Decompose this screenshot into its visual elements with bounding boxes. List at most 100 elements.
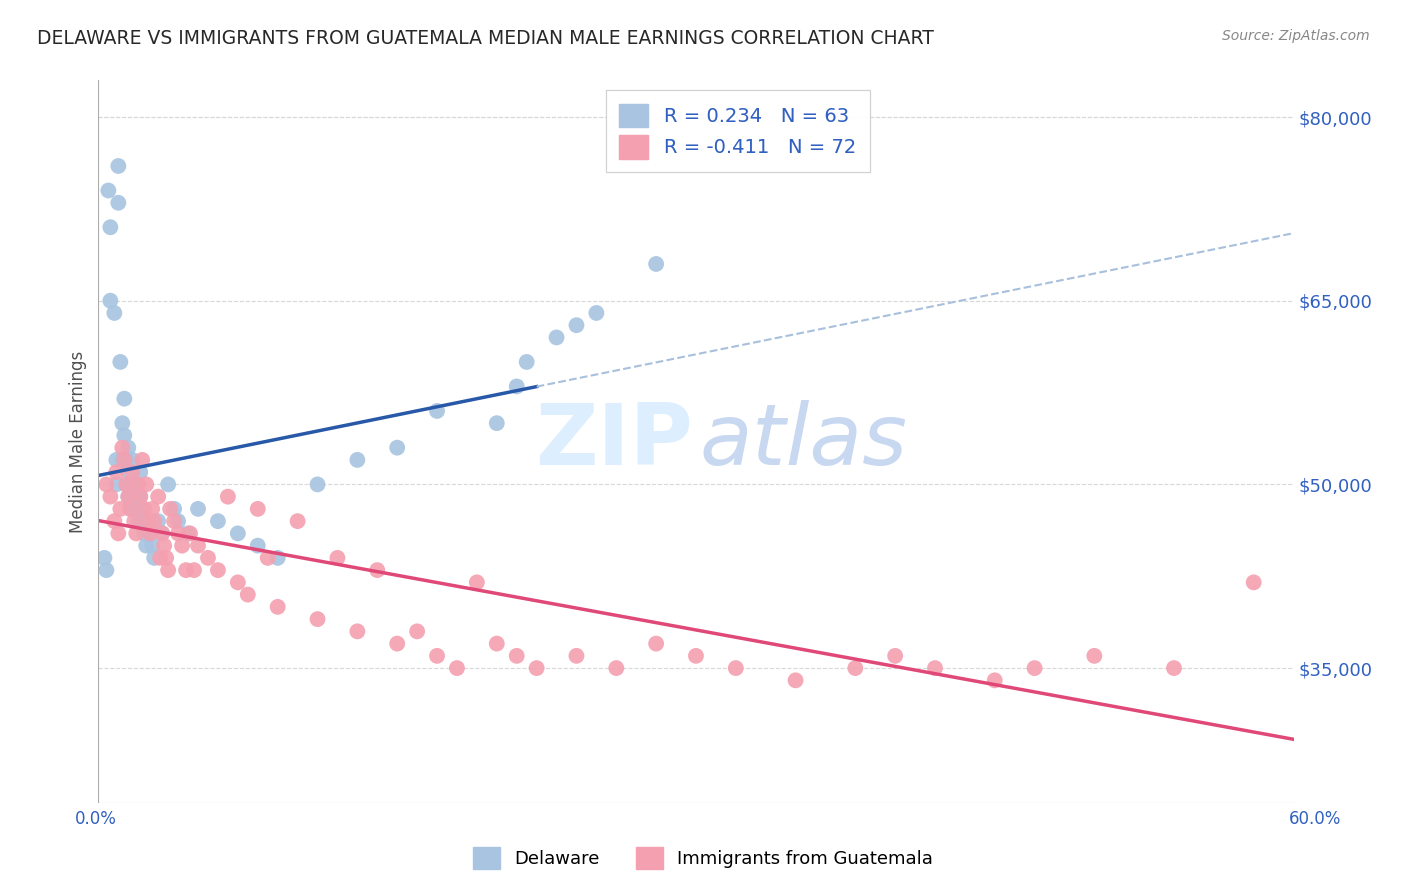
Point: [131, 502, 153, 516]
Point: [406, 624, 429, 639]
Point: [127, 477, 149, 491]
Point: [120, 490, 142, 504]
Point: [107, 159, 129, 173]
Point: [385, 441, 409, 455]
Point: [446, 661, 468, 675]
Point: [485, 416, 508, 430]
Point: [1243, 575, 1265, 590]
Point: [98, 293, 122, 308]
Point: [136, 514, 159, 528]
Point: [127, 514, 149, 528]
Point: [98, 490, 122, 504]
Point: [139, 526, 162, 541]
Point: [143, 514, 166, 528]
Point: [105, 453, 128, 467]
Point: [177, 526, 200, 541]
Point: [107, 195, 129, 210]
Point: [103, 306, 125, 320]
Text: atlas: atlas: [700, 400, 907, 483]
Point: [236, 588, 259, 602]
Point: [120, 477, 142, 491]
Point: [149, 550, 172, 565]
Point: [565, 648, 588, 663]
Point: [426, 648, 449, 663]
Point: [246, 539, 269, 553]
Point: [105, 477, 128, 491]
Point: [98, 220, 122, 235]
Point: [93, 550, 115, 565]
Point: [183, 563, 205, 577]
Point: [121, 465, 143, 479]
Point: [117, 490, 139, 504]
Point: [136, 514, 159, 528]
Y-axis label: Median Male Earnings: Median Male Earnings: [69, 351, 87, 533]
Point: [884, 648, 907, 663]
Point: [167, 514, 190, 528]
Point: [785, 673, 807, 688]
Point: [134, 502, 156, 516]
Point: [115, 477, 138, 491]
Point: [97, 184, 120, 198]
Point: [226, 575, 249, 590]
Point: [110, 502, 132, 516]
Point: [127, 490, 149, 504]
Point: [120, 502, 142, 516]
Point: [645, 257, 668, 271]
Point: [605, 661, 627, 675]
Text: DELAWARE VS IMMIGRANTS FROM GUATEMALA MEDIAN MALE EARNINGS CORRELATION CHART: DELAWARE VS IMMIGRANTS FROM GUATEMALA ME…: [37, 29, 934, 47]
Point: [124, 490, 146, 504]
Point: [121, 453, 143, 467]
Point: [120, 502, 142, 516]
Point: [516, 355, 538, 369]
Point: [135, 477, 157, 491]
Point: [287, 514, 309, 528]
Point: [326, 550, 349, 565]
Point: [141, 539, 163, 553]
Point: [117, 441, 139, 455]
Point: [157, 563, 180, 577]
Point: [115, 477, 138, 491]
Point: [526, 661, 548, 675]
Point: [645, 637, 668, 651]
Point: [172, 539, 194, 553]
Point: [207, 514, 229, 528]
Point: [111, 453, 134, 467]
Point: [506, 379, 529, 393]
Point: [844, 661, 866, 675]
Text: 60.0%: 60.0%: [1288, 810, 1341, 828]
Point: [256, 550, 278, 565]
Point: [167, 526, 190, 541]
Point: [125, 526, 148, 541]
Point: [111, 441, 134, 455]
Point: [129, 490, 152, 504]
Point: [197, 550, 219, 565]
Point: [465, 575, 488, 590]
Point: [131, 514, 153, 528]
Point: [565, 318, 588, 333]
Point: [129, 490, 152, 504]
Point: [346, 453, 368, 467]
Point: [924, 661, 946, 675]
Point: [141, 502, 163, 516]
Point: [112, 453, 135, 467]
Point: [724, 661, 747, 675]
Point: [112, 392, 135, 406]
Point: [131, 453, 153, 467]
Point: [207, 563, 229, 577]
Point: [125, 477, 148, 491]
Point: [506, 648, 529, 663]
Point: [226, 526, 249, 541]
Text: Source: ZipAtlas.com: Source: ZipAtlas.com: [1222, 29, 1369, 43]
Point: [163, 514, 186, 528]
Point: [366, 563, 388, 577]
Point: [426, 404, 449, 418]
Point: [112, 428, 135, 442]
Point: [155, 550, 177, 565]
Point: [148, 490, 170, 504]
Text: 0.0%: 0.0%: [75, 810, 117, 828]
Text: ZIP: ZIP: [534, 400, 692, 483]
Point: [163, 502, 186, 516]
Point: [217, 490, 239, 504]
Point: [125, 502, 148, 516]
Point: [139, 526, 162, 541]
